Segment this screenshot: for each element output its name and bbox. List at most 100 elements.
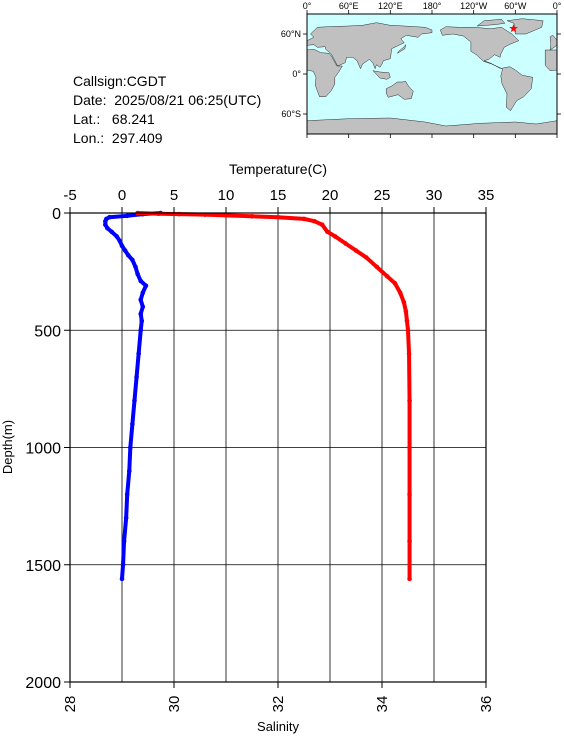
world-map: 0° 60°E 120°E 180° 120°W 60°W 0° 60°N 0° 60°S bbox=[281, 1, 562, 138]
temperature-point bbox=[117, 238, 123, 244]
temperature-line bbox=[103, 211, 163, 581]
temperature-tick-label: -5 bbox=[63, 187, 76, 204]
temperature-tick-label: 30 bbox=[426, 187, 443, 204]
temperature-axis: -5 0 5 10 15 20 25 30 35 bbox=[63, 187, 494, 213]
salinity-point bbox=[392, 281, 398, 286]
temperature-point bbox=[134, 374, 139, 380]
temperature-point bbox=[135, 271, 140, 277]
salinity-point bbox=[325, 229, 330, 235]
temperature-tick-label: 15 bbox=[270, 187, 287, 204]
temperature-point bbox=[119, 243, 125, 249]
temperature-point bbox=[125, 252, 131, 258]
salinity-point bbox=[404, 318, 410, 324]
map-lon-label: 120°W bbox=[460, 1, 488, 11]
salinity-point bbox=[156, 211, 161, 217]
temperature-point bbox=[138, 278, 144, 284]
salinity-point bbox=[407, 492, 412, 497]
depth-axis-label: Depth(m) bbox=[0, 420, 15, 474]
salinity-point bbox=[312, 218, 317, 224]
depth-tick-label: 0 bbox=[52, 206, 61, 223]
salinity-point bbox=[407, 576, 412, 582]
salinity-tick-label: 34 bbox=[374, 696, 391, 713]
temperature-point bbox=[105, 225, 110, 231]
salinity-tick-label: 32 bbox=[270, 696, 287, 713]
temperature-point bbox=[121, 539, 127, 544]
temperature-tick-label: 10 bbox=[218, 187, 235, 204]
temperature-axis-label: Temperature(C) bbox=[229, 161, 327, 177]
north-america-land bbox=[440, 26, 520, 69]
salinity-tick-label: 36 bbox=[478, 696, 495, 713]
temperature-tick-label: 25 bbox=[374, 187, 391, 204]
salinity-point bbox=[405, 327, 411, 333]
map-lon-label: 120°E bbox=[378, 1, 403, 11]
salinity-tick-label: 30 bbox=[166, 696, 183, 713]
salinity-point bbox=[407, 398, 412, 403]
greenland-land bbox=[506, 18, 544, 35]
temperature-tick-label: 5 bbox=[170, 187, 178, 204]
lon-text: Lon.: 297.409 bbox=[73, 130, 163, 146]
temperature-point bbox=[130, 257, 135, 263]
map-lon-label: 60°E bbox=[339, 1, 359, 11]
temperature-point bbox=[124, 492, 130, 497]
japan-land bbox=[397, 44, 406, 54]
south-america-land bbox=[500, 66, 533, 111]
temperature-point bbox=[138, 297, 144, 303]
depth-tick-label: 1000 bbox=[25, 441, 61, 458]
salinity-point bbox=[384, 274, 390, 279]
salinity-point bbox=[223, 213, 229, 218]
indonesia-land bbox=[372, 70, 391, 80]
temperature-point bbox=[138, 311, 144, 317]
temperature-point bbox=[119, 576, 125, 582]
map-lat-label: 60°N bbox=[281, 29, 301, 39]
arctic-islands-land bbox=[476, 19, 506, 27]
map-lon-label: 0° bbox=[553, 1, 562, 11]
salinity-axis-label: Salinity bbox=[257, 719, 299, 734]
temperature-point bbox=[103, 218, 108, 224]
temperature-point bbox=[136, 351, 141, 357]
temperature-point bbox=[126, 468, 132, 474]
temperature-point bbox=[140, 290, 146, 296]
salinity-line bbox=[135, 211, 412, 581]
temperature-point bbox=[133, 264, 138, 270]
map-lat-label: 60°S bbox=[281, 109, 301, 119]
temperature-point bbox=[128, 445, 133, 450]
salinity-point bbox=[343, 241, 348, 246]
depth-axis: 0 500 1000 1500 2000 bbox=[25, 206, 70, 692]
salinity-point bbox=[403, 309, 409, 314]
salinity-point bbox=[319, 222, 325, 228]
temperature-tick-label: 35 bbox=[478, 187, 495, 204]
station-info: Callsign:CGDT Date: 2025/08/21 06:25(UTC… bbox=[73, 72, 261, 148]
temperature-point bbox=[123, 515, 129, 521]
temperature-point bbox=[139, 318, 145, 324]
temperature-point bbox=[130, 421, 135, 427]
temperature-point bbox=[140, 304, 146, 310]
temperature-point bbox=[109, 229, 114, 235]
temperature-point bbox=[138, 327, 144, 333]
salinity-point bbox=[401, 299, 407, 305]
temperature-point bbox=[122, 248, 128, 253]
africa-land bbox=[306, 49, 343, 97]
salinity-point bbox=[275, 214, 281, 220]
temperature-point bbox=[132, 398, 137, 403]
salinity-tick-label: 28 bbox=[62, 696, 79, 713]
data-series bbox=[103, 210, 412, 582]
salinity-point bbox=[406, 351, 412, 357]
temperature-point bbox=[103, 222, 108, 228]
salinity-point bbox=[301, 216, 307, 222]
map-lon-label: 180° bbox=[423, 1, 442, 11]
salinity-point bbox=[397, 290, 403, 296]
map-lon-label: 0° bbox=[303, 1, 312, 11]
salinity-point bbox=[407, 539, 412, 544]
depth-tick-label: 1500 bbox=[25, 558, 61, 575]
salinity-point bbox=[364, 255, 369, 260]
depth-tick-label: 500 bbox=[34, 323, 61, 340]
salinity-point bbox=[249, 213, 255, 219]
callsign-text: Callsign:CGDT bbox=[73, 73, 167, 89]
salinity-axis: 28 30 32 34 36 bbox=[62, 682, 495, 712]
temperature-point bbox=[120, 562, 126, 568]
salinity-point bbox=[374, 264, 380, 270]
temperature-point bbox=[143, 283, 149, 288]
depth-tick-label: 2000 bbox=[25, 675, 61, 692]
temperature-point bbox=[124, 213, 130, 219]
salinity-point bbox=[353, 248, 359, 253]
